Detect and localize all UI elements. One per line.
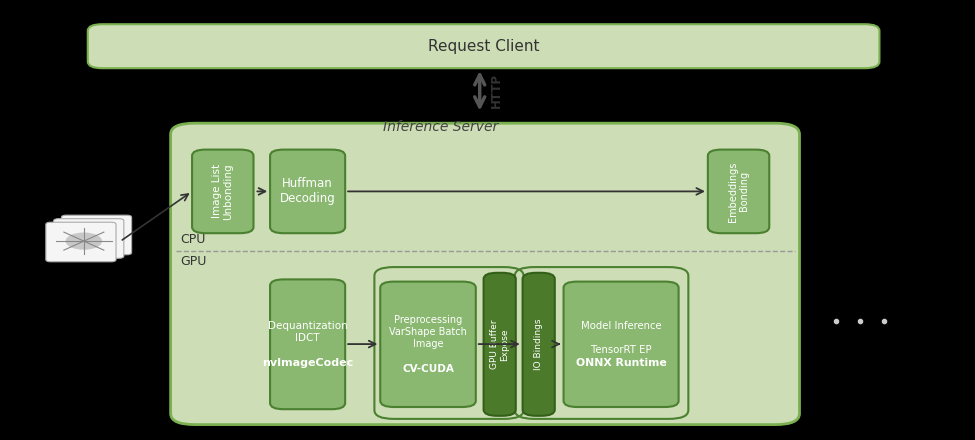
FancyBboxPatch shape — [270, 150, 345, 233]
Text: Request Client: Request Client — [428, 39, 539, 54]
Text: GPU: GPU — [180, 255, 207, 268]
Text: CPU: CPU — [180, 233, 206, 246]
FancyBboxPatch shape — [564, 282, 679, 407]
FancyBboxPatch shape — [270, 279, 345, 409]
Text: nvImageCodec: nvImageCodec — [262, 358, 353, 368]
Text: Preprocessing: Preprocessing — [394, 315, 462, 325]
FancyBboxPatch shape — [380, 282, 476, 407]
FancyBboxPatch shape — [88, 24, 879, 68]
FancyBboxPatch shape — [484, 273, 516, 416]
FancyBboxPatch shape — [46, 222, 116, 262]
FancyBboxPatch shape — [171, 123, 800, 425]
Text: VarShape Batch: VarShape Batch — [389, 327, 467, 337]
FancyBboxPatch shape — [54, 219, 124, 258]
Text: IO Bindings: IO Bindings — [534, 319, 543, 370]
FancyBboxPatch shape — [192, 150, 254, 233]
Circle shape — [66, 233, 101, 249]
Text: GPU Buffer
Expose: GPU Buffer Expose — [490, 319, 509, 369]
Text: Huffman
Decoding: Huffman Decoding — [280, 177, 335, 205]
Text: TensorRT EP: TensorRT EP — [591, 345, 651, 356]
Text: Image List
Unbonding: Image List Unbonding — [212, 163, 234, 220]
Text: Model Inference: Model Inference — [581, 321, 661, 331]
Text: Image: Image — [412, 339, 444, 349]
Text: Embeddings
Bonding: Embeddings Bonding — [727, 161, 750, 222]
Text: CV-CUDA: CV-CUDA — [402, 364, 454, 374]
Text: IDCT: IDCT — [295, 333, 320, 343]
Text: Dequantization: Dequantization — [268, 321, 347, 331]
FancyBboxPatch shape — [61, 215, 132, 255]
Text: HTTP: HTTP — [489, 73, 503, 108]
Text: Inference Server: Inference Server — [383, 120, 498, 134]
Text: ONNX Runtime: ONNX Runtime — [575, 358, 667, 368]
FancyBboxPatch shape — [708, 150, 769, 233]
FancyBboxPatch shape — [523, 273, 555, 416]
